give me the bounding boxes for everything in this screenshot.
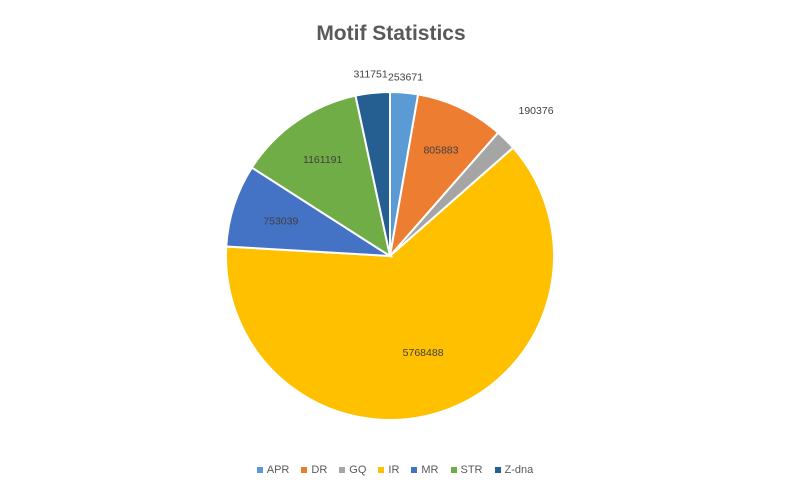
legend-label: Z-dna xyxy=(504,464,534,476)
legend-label: APR xyxy=(266,464,290,476)
legend-swatch xyxy=(339,467,346,473)
legend-label: MR xyxy=(421,464,439,476)
legend-swatch xyxy=(411,467,418,473)
legend-item-mr: MR xyxy=(411,464,439,476)
pie-slice-str xyxy=(250,94,392,259)
data-label-apr: 253671 xyxy=(388,71,423,83)
legend-item-z-dna: Z-dna xyxy=(494,464,534,476)
pie-slice-z-dna xyxy=(354,90,391,257)
legend-label: DR xyxy=(311,464,328,476)
legend-swatch xyxy=(378,467,385,473)
pie-slice-dr xyxy=(388,93,500,260)
legend-swatch xyxy=(450,467,457,473)
legend-swatch xyxy=(256,467,263,473)
legend-swatch xyxy=(301,467,308,473)
legend-item-gq: GQ xyxy=(339,464,366,476)
data-label-mr: 753039 xyxy=(263,216,298,228)
data-label-str: 1161191 xyxy=(303,154,342,166)
data-label-gq: 190376 xyxy=(519,105,554,117)
legend-label: GQ xyxy=(349,464,367,476)
legend-item-dr: DR xyxy=(301,464,327,476)
legend-item-str: STR xyxy=(450,464,483,476)
data-label-z-dna: 311751 xyxy=(353,68,387,80)
legend-swatch xyxy=(494,467,501,473)
chart-title: Motif Statistics xyxy=(316,22,466,45)
legend-item-ir: IR xyxy=(378,464,399,476)
data-label-ir: 5768488 xyxy=(403,347,444,359)
legend-item-apr: APR xyxy=(256,464,290,476)
chart-legend: APR DR GQ IR MR STR Z-dna xyxy=(0,464,790,476)
legend-label: IR xyxy=(388,464,400,476)
data-label-dr: 805883 xyxy=(423,144,458,156)
pie-slice-ir xyxy=(225,146,555,421)
legend-label: STR xyxy=(460,464,483,476)
